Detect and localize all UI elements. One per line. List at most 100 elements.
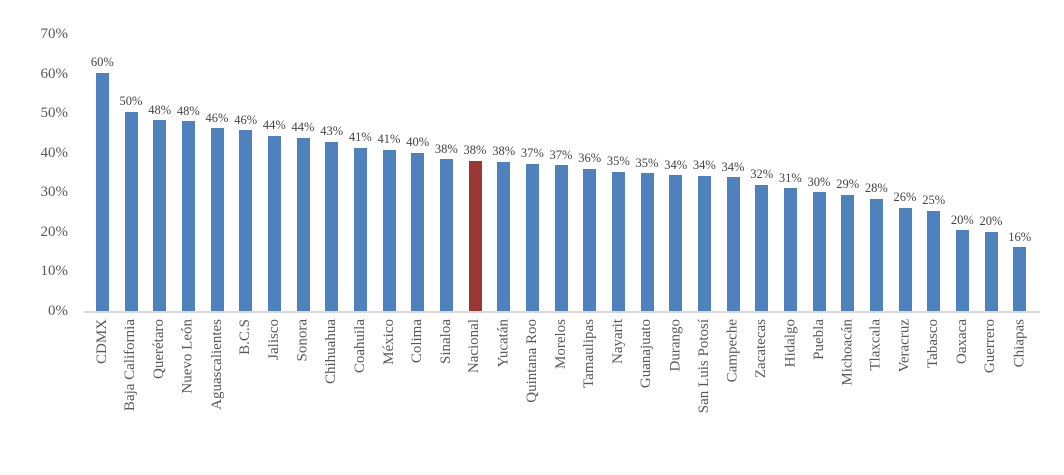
bar-coahuila xyxy=(353,147,367,311)
bar-value-label: 48% xyxy=(176,103,200,118)
x-axis-category-label-text: CDMX xyxy=(93,319,110,365)
bar-value-label: 38% xyxy=(492,144,516,159)
y-axis-tick-label: 40% xyxy=(40,144,69,161)
bar-san-luis-potosi xyxy=(697,175,711,311)
bar-hidalgo xyxy=(783,188,797,311)
x-axis-category-label-text: San Luis Potosí xyxy=(695,319,712,414)
x-axis-category-label-text: Jalisco xyxy=(265,319,282,360)
bar-value-label: 34% xyxy=(664,157,688,172)
bar-value-label: 50% xyxy=(119,94,143,109)
x-axis-category-label-text: Sonora xyxy=(294,319,311,362)
bar-value-label: 37% xyxy=(549,147,573,162)
bar-campeche xyxy=(726,177,740,311)
bar-guerrero xyxy=(984,231,998,311)
bar-mexico xyxy=(382,149,396,311)
bar-cdmx xyxy=(95,72,109,311)
x-axis-category-label-text: Baja California xyxy=(122,319,139,412)
x-axis-category-label-text: Sinaloa xyxy=(437,319,454,364)
bar-veracruz xyxy=(898,207,912,311)
x-axis-category-label-text: B.C.S xyxy=(237,319,254,355)
bar-value-label: 34% xyxy=(692,158,716,173)
bar-value-label: 25% xyxy=(922,193,946,208)
x-axis-category-label-text: Tamaulipas xyxy=(581,319,598,388)
bar-value-label: 60% xyxy=(90,55,114,70)
y-axis-tick-label: 20% xyxy=(40,223,69,240)
x-axis-category-label-text: Michoacán xyxy=(839,319,856,386)
x-axis-category-label-text: Yucatán xyxy=(495,319,512,368)
bar-value-label: 41% xyxy=(377,132,401,147)
bar-value-label: 20% xyxy=(950,212,974,227)
bar-tamaulipas xyxy=(583,168,597,311)
bar-quintana-roo xyxy=(525,163,539,311)
bar-yucatan xyxy=(497,161,511,311)
bar-value-label: 32% xyxy=(750,167,774,182)
bar-value-label: 38% xyxy=(434,141,458,156)
bar-nacional-highlight xyxy=(468,160,482,311)
bar-aguascalientes xyxy=(210,128,224,311)
x-axis-category-label-text: Puebla xyxy=(810,319,827,360)
x-axis-category-label-text: México xyxy=(380,319,397,365)
x-axis-category-label-text: Nacional xyxy=(466,319,483,374)
bar-oaxaca xyxy=(955,230,969,311)
x-axis-category-label-text: Veracruz xyxy=(896,319,913,373)
bar-baja-california xyxy=(124,111,138,311)
bar-chihuahua xyxy=(325,141,339,311)
bar-durango xyxy=(669,175,683,311)
x-axis-category-label-text: Chihuahua xyxy=(323,319,340,384)
bar-value-label: 40% xyxy=(406,135,430,150)
bar-value-label: 48% xyxy=(148,102,172,117)
x-axis-category-label-text: Nayarit xyxy=(609,319,626,364)
bar-value-label: 36% xyxy=(578,151,602,166)
y-axis-tick-label: 70% xyxy=(40,26,69,42)
x-axis-category-label-text: Aguascalientes xyxy=(208,319,225,410)
x-axis-category-label-text: Campeche xyxy=(724,319,741,383)
x-axis-category-label-text: Quintana Roo xyxy=(523,319,540,403)
bar-value-label: 46% xyxy=(234,112,258,127)
bar-value-label: 28% xyxy=(864,181,888,196)
x-axis-category-label-text: Zacatecas xyxy=(753,319,770,379)
bar-value-label: 26% xyxy=(893,190,917,204)
y-axis-tick-label: 50% xyxy=(40,105,69,121)
x-axis-category-label-text: Guanajuato xyxy=(638,319,655,389)
bar-value-label: 43% xyxy=(320,124,344,139)
bar-value-label: 44% xyxy=(291,120,315,135)
bar-puebla xyxy=(812,192,826,311)
x-axis-category-label-text: Durango xyxy=(667,319,684,372)
y-axis-tick-label: 60% xyxy=(40,65,69,82)
bar-guanajuato xyxy=(640,173,654,311)
bar-value-label: 41% xyxy=(348,130,372,145)
bar-nayarit xyxy=(611,171,625,311)
x-axis-category-label-text: Colima xyxy=(409,319,426,364)
bar-value-label: 46% xyxy=(205,110,229,125)
bar-value-label: 31% xyxy=(778,170,802,185)
bar-sonora xyxy=(296,137,310,311)
bar-colima xyxy=(411,152,425,311)
bar-value-label: 38% xyxy=(463,143,487,157)
x-axis-category-label-text: Guerrero xyxy=(982,319,999,374)
bar-value-label: 16% xyxy=(1008,229,1032,244)
x-axis-category-label-text: Querétaro xyxy=(151,319,168,379)
bar-value-label: 35% xyxy=(606,154,630,169)
x-axis-category-label-text: Nuevo León xyxy=(179,319,196,394)
bar-value-label: 20% xyxy=(979,214,1003,229)
x-axis-category-label-text: Chiapas xyxy=(1011,319,1028,368)
bar-value-label: 34% xyxy=(721,159,745,174)
bar-value-label: 29% xyxy=(836,177,860,192)
bar-value-label: 35% xyxy=(635,155,659,170)
bar-value-label: 37% xyxy=(520,146,544,161)
x-axis-category-label-text: Coahuila xyxy=(351,319,368,374)
bar-chiapas xyxy=(1013,247,1027,311)
y-axis-tick-label: 30% xyxy=(40,184,69,200)
bar-jalisco xyxy=(267,135,281,311)
bar-value-label: 44% xyxy=(262,118,286,133)
bar-morelos xyxy=(554,165,568,311)
x-axis-line xyxy=(84,311,1040,313)
bar-michoacan xyxy=(841,194,855,311)
y-axis-tick-label: 10% xyxy=(40,263,69,279)
x-axis-category-label-text: Tabasco xyxy=(925,319,942,368)
bar-nuevo-leon xyxy=(181,121,195,311)
x-axis-category-label-text: Morelos xyxy=(552,319,569,369)
bar-tlaxcala xyxy=(869,198,883,311)
bar-tabasco xyxy=(927,210,941,311)
